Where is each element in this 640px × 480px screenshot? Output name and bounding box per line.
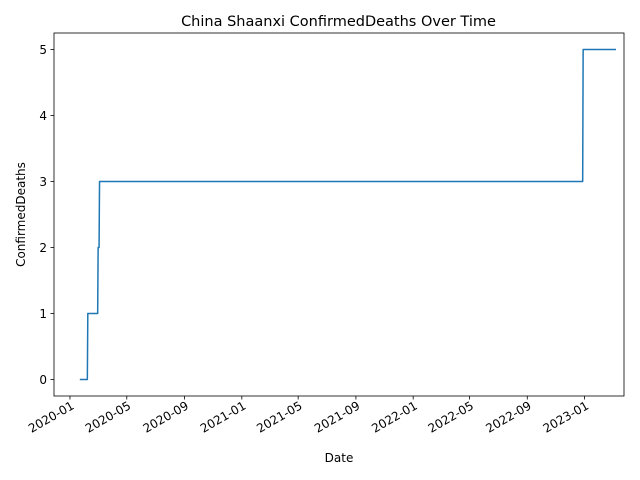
- y-tick-label: 5: [39, 43, 47, 57]
- x-tick-label: 2022-05: [426, 398, 476, 435]
- y-tick-label: 4: [39, 109, 47, 123]
- x-tick-label: 2020-09: [141, 398, 191, 435]
- y-tick-label: 2: [39, 241, 47, 255]
- y-axis-ticks: 0 1 2 3 4 5: [39, 43, 54, 387]
- x-tick-label: 2022-01: [369, 398, 419, 435]
- series-line-0: [79, 48, 617, 381]
- y-tick-label: 3: [39, 175, 47, 189]
- x-tick-label: 2022-09: [483, 398, 533, 435]
- x-tick-label: 2020-01: [26, 398, 76, 435]
- y-tick-label: 0: [39, 373, 47, 387]
- chart-title: China Shaanxi ConfirmedDeaths Over Time: [181, 14, 496, 30]
- x-tick-label: 2020-05: [83, 398, 133, 435]
- x-axis-ticks: 2020-01 2020-05 2020-09 2021-01 2021-05 2021-…: [26, 396, 591, 436]
- plot-area: [79, 48, 617, 381]
- x-tick-label: 2021-05: [254, 398, 304, 435]
- y-axis-label: ConfirmedDeaths: [14, 162, 28, 267]
- x-tick-label: 2023-01: [541, 398, 591, 435]
- x-tick-label: 2021-09: [312, 398, 362, 435]
- y-tick-label: 1: [39, 307, 47, 321]
- axes-frame: [53, 32, 625, 397]
- x-axis-label: Date: [325, 451, 354, 465]
- x-tick-label: 2021-01: [198, 398, 248, 435]
